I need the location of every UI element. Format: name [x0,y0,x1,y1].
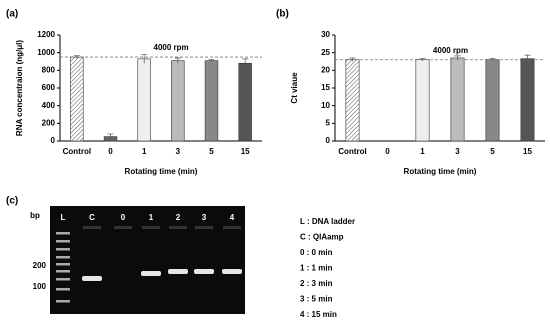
panel-label: (c) [6,196,18,207]
ladder-band [56,278,70,281]
error-bar [73,55,80,59]
error-bar [419,57,426,62]
dna-band [168,269,188,274]
panel-label: (b) [276,9,289,20]
y-tick-label: 10 [321,101,330,110]
well [195,226,213,229]
marker-label: 200 [33,261,47,270]
legend-item: 2 : 3 min [300,279,333,288]
ladder-band [56,240,70,243]
error-bar [141,54,148,64]
error-bar [174,57,181,64]
ladder-band [56,256,70,259]
marker-label: 100 [33,282,47,291]
bar [171,60,185,142]
well [223,226,241,229]
x-tick-label: 0 [385,147,390,156]
dna-band [82,276,102,281]
bar [238,62,252,142]
bar [345,59,360,142]
legend-item: C : QIAamp [300,233,344,242]
legend-item: 4 : 15 min [300,310,337,319]
ladder-band [56,263,70,266]
lane-label: 3 [202,213,207,222]
x-axis-label: Rotating time (min) [404,167,477,176]
reference-label: 4000 rpm [154,43,189,52]
x-tick-label: 15 [523,147,532,156]
x-tick-label: 1 [420,147,425,156]
lane-label: 4 [230,213,235,222]
well [142,226,160,229]
x-tick-label: Control [63,147,91,156]
bar [204,60,219,142]
x-tick-label: 15 [241,147,250,156]
well [83,226,101,229]
y-axis-label: RNA concentraion (ng/μl) [15,40,24,136]
y-axis-label: Ct viaue [290,72,299,104]
y-tick-label: 800 [42,65,56,74]
bar [520,58,535,142]
panel-label: (a) [6,9,18,20]
well [114,226,132,229]
x-tick-label: Control [338,147,366,156]
axis-label: bp [30,211,40,220]
dna-band [222,269,242,274]
ladder-band [56,300,70,303]
legend-item: 3 : 5 min [300,295,333,304]
y-tick-label: 600 [42,83,56,92]
y-tick-label: 200 [42,118,56,127]
well [169,226,187,229]
y-tick-label: 400 [42,101,56,110]
y-tick-label: 15 [321,83,330,92]
x-axis-label: Rotating time (min) [125,167,198,176]
lane-label: 2 [176,213,181,222]
error-bar [349,57,356,62]
legend-item: 0 : 0 min [300,248,333,257]
gel-image [50,206,245,314]
x-tick-label: 1 [142,147,147,156]
bar [485,59,500,142]
error-bar [489,57,496,62]
x-tick-label: 5 [209,147,214,156]
lane-label: 0 [121,213,126,222]
y-tick-label: 20 [321,65,330,74]
y-tick-label: 0 [51,136,56,145]
x-tick-label: 0 [108,147,113,156]
y-tick-label: 0 [326,136,331,145]
lane-label: 1 [149,213,154,222]
error-bar [524,54,531,63]
ladder-band [56,232,70,235]
error-bar [107,133,114,140]
bar [137,58,151,142]
bar [450,57,465,142]
ladder-band [56,270,70,273]
bar [415,59,430,142]
y-tick-label: 1000 [37,48,55,57]
y-tick-label: 25 [321,48,330,57]
error-bar [242,58,249,68]
legend-item: 1 : 1 min [300,264,333,273]
x-tick-label: 3 [455,147,460,156]
reference-label: 4000 rpm [433,46,468,55]
y-tick-label: 1200 [37,30,55,39]
y-tick-label: 30 [321,30,330,39]
x-tick-label: 5 [490,147,495,156]
lane-label: L [61,213,66,222]
dna-band [194,269,214,274]
y-tick-label: 5 [326,118,331,127]
bar [70,56,84,142]
lane-label: C [89,213,95,222]
dna-band [141,271,161,276]
error-bar [454,55,461,61]
legend-item: L : DNA ladder [300,217,355,226]
ladder-band [56,248,70,251]
ladder-band [56,288,70,291]
error-bar [208,58,215,62]
x-tick-label: 3 [176,147,181,156]
